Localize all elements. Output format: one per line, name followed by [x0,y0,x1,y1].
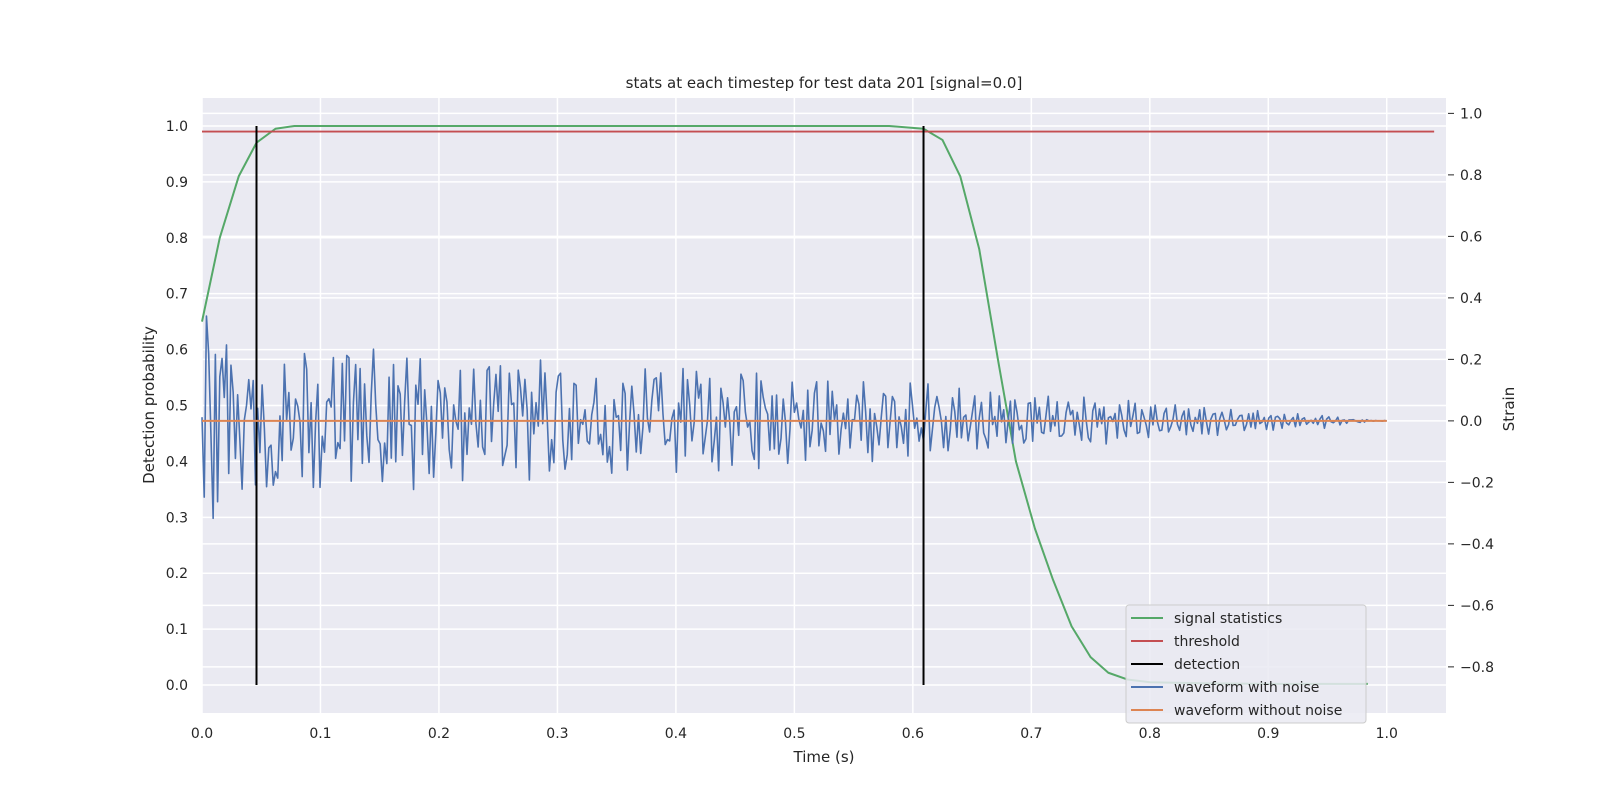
legend-label-waveform-with-noise: waveform with noise [1174,680,1319,696]
x-tick-label: 0.0 [191,726,213,742]
series-waveform-with-noise-line [201,315,1387,520]
series-layer [201,124,1435,686]
y-left-tick-label: 0.8 [166,231,188,247]
legend-label-signal-statistics: signal statistics [1174,611,1282,627]
y-right-tick-label: −0.8 [1460,660,1494,676]
x-tick-label: 1.0 [1376,726,1398,742]
legend-label-waveform-without-noise: waveform without noise [1174,703,1342,719]
y-left-tick-label: 0.1 [166,622,188,638]
y-right-tick-label: −0.6 [1460,598,1494,614]
y-right-tick-label: 0.4 [1460,291,1482,307]
x-axis-ticks: 0.0 0.1 0.2 0.3 0.4 0.5 0.6 0.7 0.8 0.9 1.0 [191,726,1398,742]
x-axis-title: Time (s) [793,748,855,766]
y-left-tick-label: 0.2 [166,566,188,582]
x-tick-label: 0.6 [902,726,924,742]
y-left-tick-label: 0.3 [166,510,188,526]
legend-box [1125,604,1367,724]
x-tick-label: 0.8 [1139,726,1161,742]
legend: signal statistics threshold detection wa… [1125,604,1367,724]
x-tick-label: 0.2 [428,726,450,742]
y-axis-left-title: Detection probability [140,326,158,484]
y-left-tick-label: 0.5 [166,399,188,415]
x-tick-label: 0.5 [783,726,805,742]
legend-label-threshold: threshold [1174,634,1240,650]
y-left-tick-label: 0.0 [166,678,188,694]
y-right-tick-label: −0.2 [1460,475,1494,491]
x-tick-label: 0.3 [546,726,568,742]
y-left-tick-label: 1.0 [166,119,188,135]
y-left-tick-label: 0.4 [166,454,188,470]
y-right-tick-label: 0.2 [1460,352,1482,368]
y-left-tick-label: 0.9 [166,175,188,191]
y-right-tick-label: 0.0 [1460,414,1482,430]
y-right-tick-label: 0.8 [1460,168,1482,184]
y-axis-right-title: Strain [1500,387,1518,431]
x-tick-label: 0.7 [1020,726,1042,742]
legend-label-detection: detection [1174,657,1240,673]
y-right-tick-label: 0.6 [1460,229,1482,245]
x-tick-label: 0.9 [1257,726,1279,742]
y-left-tick-label: 0.6 [166,343,188,359]
y-axis-left-ticks: 0.0 0.1 0.2 0.3 0.4 0.5 0.6 0.7 0.8 0.9 1.0 [166,119,188,694]
y-left-tick-label: 0.7 [166,287,188,303]
x-tick-label: 0.1 [309,726,331,742]
x-tick-label: 0.4 [665,726,687,742]
chart-title: stats at each timestep for test data 201… [626,74,1023,92]
y-axis-right-ticks: −0.8 −0.6 −0.4 −0.2 0.0 0.2 0.4 0.6 0.8 1.0 [1448,106,1494,676]
y-right-tick-label: −0.4 [1460,537,1494,553]
y-right-tick-label: 1.0 [1460,106,1482,122]
